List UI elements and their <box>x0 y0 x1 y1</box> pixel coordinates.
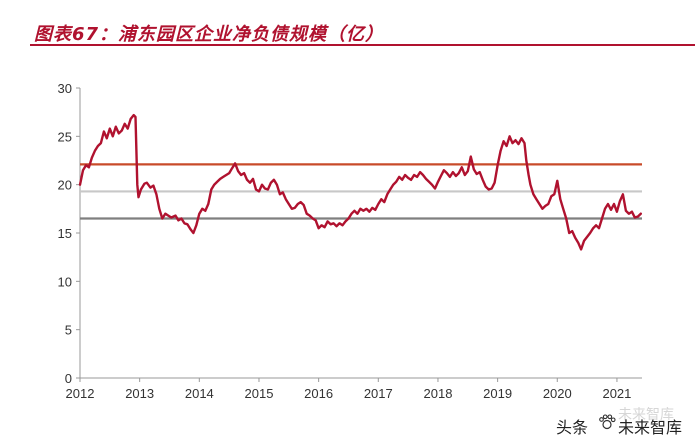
watermark-ghost-text: 未来智库 <box>618 407 674 423</box>
x-tick-label: 2019 <box>483 386 512 400</box>
x-tick-label: 2016 <box>304 386 333 400</box>
y-tick-label: 10 <box>58 274 72 289</box>
chart-header: 图表67：浦东园区企业净负债规模（亿） <box>0 0 700 48</box>
line-chart: 0 5 10 15 20 25 30 2012 2013 2014 2015 2016 2017 2018… <box>58 81 642 401</box>
watermark: 头条 未来智库 未来智库 <box>556 407 696 437</box>
chart-title: 图表67：浦东园区企业净负债规模（亿） <box>34 24 385 45</box>
y-tick-label: 15 <box>58 226 72 241</box>
x-tick-label: 2017 <box>364 386 393 400</box>
x-tick-label: 2012 <box>66 386 95 400</box>
chart-area: 0 5 10 15 20 25 30 2012 2013 2014 2015 2016 2017 2018… <box>0 60 700 401</box>
watermark-right-text: 未来智库 <box>618 418 683 437</box>
x-tick-label: 2013 <box>125 386 154 400</box>
axes <box>76 87 642 382</box>
y-tick-label: 5 <box>65 323 72 338</box>
y-tick-label: 30 <box>58 81 72 96</box>
tick-labels: 0 5 10 15 20 25 30 2012 2013 2014 2015 2016 2017 2018… <box>58 81 632 401</box>
watermark-left-text: 头条 <box>556 418 589 437</box>
series-group <box>78 113 642 251</box>
x-tick-label: 2021 <box>602 386 631 400</box>
series-line <box>78 113 642 251</box>
title-underline <box>30 44 695 46</box>
y-tick-label: 20 <box>58 178 72 193</box>
x-tick-label: 2014 <box>185 386 214 400</box>
paw-icon <box>599 414 616 430</box>
x-tick-label: 2020 <box>543 386 572 400</box>
x-tick-label: 2015 <box>245 386 274 400</box>
y-tick-label: 0 <box>65 371 72 386</box>
y-tick-label: 25 <box>58 129 72 144</box>
reference-lines <box>80 163 642 220</box>
x-tick-label: 2018 <box>424 386 453 400</box>
